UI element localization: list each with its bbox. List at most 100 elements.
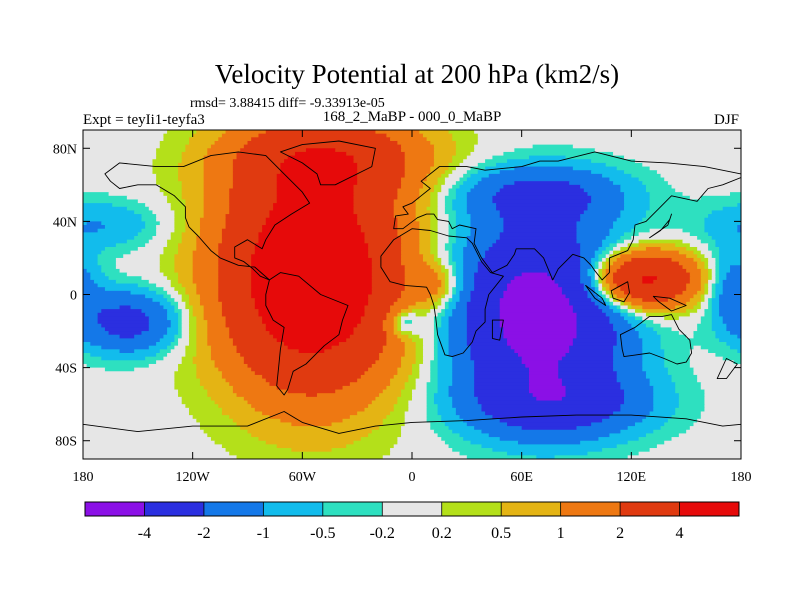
field-cell [126,206,150,212]
field-cell [232,342,285,347]
field-cell [686,334,695,339]
field-cell [624,170,658,175]
field-cell [528,389,567,394]
field-cell [324,349,384,354]
field-cell [627,440,665,445]
field-cell [225,448,292,453]
field-cell [704,294,713,299]
field-cell [675,411,702,416]
field-cell [700,345,731,350]
field-cell [203,188,230,193]
field-cell [459,184,475,190]
field-cell [448,268,453,274]
field-cell [664,363,691,369]
field-cell [455,232,472,237]
field-cell [430,265,442,270]
field-cell [83,331,110,336]
field-cell [247,363,373,369]
field-cell [609,257,618,263]
field-cell [645,371,669,376]
field-cell [419,250,431,255]
field-cell [700,287,706,292]
field-cell [452,382,475,387]
field-cell [415,385,428,391]
field-cell [719,309,741,314]
field-cell [196,246,219,252]
field-cell [660,426,691,431]
field-cell [185,301,190,307]
field-cell [174,378,201,383]
field-cell [357,214,395,219]
field-cell [587,451,640,456]
field-cell [415,349,424,354]
field-cell [433,148,457,153]
field-cell [251,290,373,296]
field-cell [174,268,194,274]
field-cell [203,210,230,215]
field-cell [192,250,219,255]
field-cell [616,331,640,336]
field-cell [452,246,464,252]
field-cell [181,181,205,186]
field-cell [170,342,179,347]
field-cell [591,422,636,427]
field-cell [203,181,234,186]
field-cell [452,360,475,365]
field-cell [148,320,172,325]
field-cell [364,239,402,244]
field-cell [620,287,687,292]
field-cell [430,214,439,219]
field-cell [649,206,724,212]
field-cell [167,243,179,248]
field-cell [360,316,388,321]
field-cell [580,254,596,259]
field-cell [602,279,607,285]
field-cell [181,192,205,197]
field-cell [145,356,165,361]
field-cell [474,363,526,369]
field-cell [642,305,676,310]
field-cell [722,287,741,292]
field-cell [594,301,607,307]
field-cell [232,184,278,190]
field-cell [83,349,121,354]
colorbar-swatch [441,502,502,516]
field-cell [441,316,450,321]
field-cell [397,367,413,372]
field-cell [700,298,706,303]
field-cell [368,294,402,299]
field-cell [433,254,439,259]
field-cell [119,349,135,354]
field-cell [386,334,398,339]
field-cell [466,195,494,201]
field-cell [192,272,219,277]
field-cell [426,177,439,182]
field-cell [638,221,706,226]
field-cell [265,221,358,226]
field-cell [192,360,216,365]
field-cell [499,232,578,237]
field-cell [715,276,720,281]
field-cell [174,217,186,222]
field-cell [437,181,446,186]
field-cell [247,429,373,435]
field-cell [700,382,741,387]
field-cell [397,192,420,197]
field-cell [437,433,461,438]
field-cell [697,378,741,383]
field-cell [642,181,669,186]
field-cell [613,367,643,372]
field-cell [598,261,603,266]
field-cell [386,415,406,420]
field-cell [148,345,168,350]
field-cell [364,371,398,376]
field-cell [689,232,709,237]
field-cell [507,451,589,456]
coastline-africa [380,228,504,358]
field-cell [448,276,457,281]
field-cell [686,283,702,288]
y-tick-label: 80S [55,435,77,450]
field-cell [624,206,651,212]
colorbar-swatch [85,502,145,516]
field-cell [104,225,146,230]
